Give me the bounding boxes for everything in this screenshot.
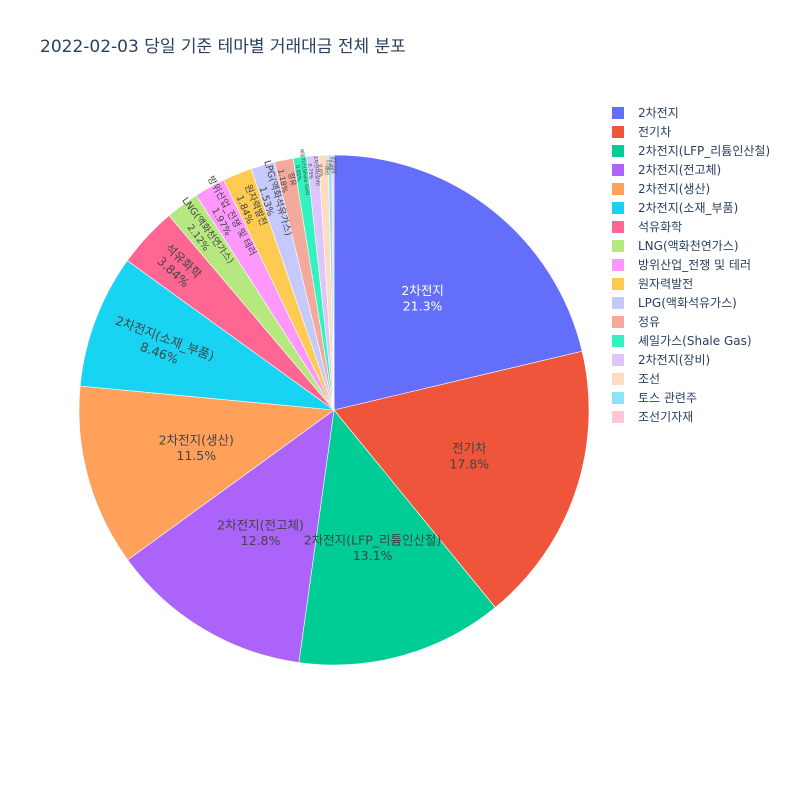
legend-swatch: [612, 182, 624, 195]
legend-item-4[interactable]: 2차전지(전고체): [612, 161, 770, 180]
legend-label: 정유: [638, 315, 661, 329]
legend-label: 2차전지(장비): [638, 353, 711, 367]
pie-slices: [78, 154, 590, 666]
legend-item-6[interactable]: 2차전지(소재_부품): [612, 199, 770, 218]
slice-1-wedge[interactable]: [333, 154, 583, 411]
slice-13-label-percent: 0.85%: [294, 165, 302, 182]
legend-label: 2차전지(전고체): [638, 163, 722, 177]
legend-swatch: [612, 296, 624, 309]
slice-16-label-name: 토스 관련주: [330, 157, 335, 175]
legend-label: 석유화학: [638, 220, 683, 234]
slice-4-label: 2차전지(전고체)12.8%: [217, 517, 304, 548]
legend-swatch: [612, 201, 624, 214]
slice-2-label-name: 전기차: [452, 441, 487, 456]
legend-item-5[interactable]: 2차전지(생산): [612, 180, 770, 199]
legend-item-12[interactable]: 정유: [612, 313, 770, 332]
legend-label: 조선기자재: [638, 410, 694, 424]
legend-label: 2차전지(생산): [638, 182, 711, 196]
legend-item-7[interactable]: 석유화학: [612, 218, 770, 237]
legend-label: LNG(액화천연가스): [638, 239, 739, 253]
legend-swatch: [612, 106, 624, 119]
slice-4-wedge[interactable]: [127, 409, 335, 663]
legend-item-1[interactable]: 2차전지: [612, 104, 770, 123]
legend-swatch: [612, 391, 624, 404]
legend-swatch: [612, 277, 624, 290]
slice-1-label-percent: 21.3%: [403, 299, 443, 314]
slice-15-label: 조선0.6%: [317, 164, 331, 177]
legend-item-15[interactable]: 조선: [612, 370, 770, 389]
legend-label: 2차전지(소재_부품): [638, 201, 739, 215]
slice-3-wedge[interactable]: [298, 409, 496, 666]
legend-item-14[interactable]: 2차전지(장비): [612, 351, 770, 370]
legend-swatch: [612, 163, 624, 176]
slice-5-label-percent: 11.5%: [176, 448, 216, 463]
legend-label: 조선: [638, 372, 661, 386]
slice-5-wedge[interactable]: [78, 385, 335, 561]
slice-17-wedge[interactable]: [331, 154, 335, 411]
slice-15-label-percent: 0.6%: [317, 164, 324, 177]
legend-item-17[interactable]: 조선기자재: [612, 408, 770, 427]
slice-6-wedge[interactable]: [79, 260, 336, 411]
legend-label: 방위산업_전쟁 및 테러: [638, 258, 751, 272]
slice-16-label-percent: 0.22%: [326, 160, 330, 172]
slice-3-label: 2차전지(LFP_리튬인산철)13.1%: [304, 532, 442, 563]
legend-label: 전기차: [638, 125, 672, 139]
slice-17-label-percent: 0.14%: [328, 160, 332, 172]
slice-5-label: 2차전지(생산)11.5%: [159, 433, 234, 464]
legend-swatch: [612, 315, 624, 328]
legend-swatch: [612, 220, 624, 233]
legend-item-9[interactable]: 방위산업_전쟁 및 테러: [612, 256, 770, 275]
slice-17-label-name: 조선기자재: [333, 157, 338, 173]
slice-15-label-name: 조선: [323, 166, 330, 176]
legend-swatch: [612, 410, 624, 423]
slice-4-label-percent: 12.8%: [241, 533, 281, 548]
slice-4-label-name: 2차전지(전고체): [217, 517, 304, 532]
legend-swatch: [612, 144, 624, 157]
slice-3-label-name: 2차전지(LFP_리튬인산철): [304, 532, 442, 547]
slice-12-label-name: 정유: [286, 171, 299, 187]
legend-label: 2차전지: [638, 106, 679, 120]
legend-item-16[interactable]: 토스 관련주: [612, 389, 770, 408]
legend-swatch: [612, 372, 624, 385]
legend-swatch: [612, 258, 624, 271]
slice-3-label-percent: 13.1%: [353, 548, 393, 563]
legend-item-8[interactable]: LNG(액화천연가스): [612, 237, 770, 256]
legend-swatch: [612, 239, 624, 252]
slice-2-wedge[interactable]: [333, 350, 590, 608]
slice-2-label-percent: 17.8%: [449, 456, 489, 471]
slice-14-label: 2차전지(장비)0.75%: [306, 156, 322, 187]
slice-14-label-percent: 0.75%: [306, 163, 313, 180]
legend-label: 원자력발전: [638, 277, 694, 291]
legend-label: 2차전지(LFP_리튬인산철): [638, 144, 771, 158]
legend-swatch: [612, 334, 624, 347]
legend-label: 토스 관련주: [638, 391, 698, 405]
legend-item-3[interactable]: 2차전지(LFP_리튬인산철): [612, 142, 770, 161]
legend-swatch: [612, 125, 624, 138]
legend-item-2[interactable]: 전기차: [612, 123, 770, 142]
legend-label: LPG(액화석유가스): [638, 296, 737, 310]
legend-item-13[interactable]: 셰일가스(Shale Gas): [612, 332, 770, 351]
slice-1-label-name: 2차전지: [401, 283, 443, 298]
legend-label: 셰일가스(Shale Gas): [638, 334, 752, 348]
legend-item-10[interactable]: 원자력발전: [612, 275, 770, 294]
legend-swatch: [612, 353, 624, 366]
slice-14-label-name: 2차전지(장비): [312, 156, 322, 187]
slice-5-label-name: 2차전지(생산): [159, 433, 234, 448]
chart-title: 2022-02-03 당일 기준 테마별 거래대금 전체 분포: [40, 37, 406, 57]
legend-item-11[interactable]: LPG(액화석유가스): [612, 294, 770, 313]
